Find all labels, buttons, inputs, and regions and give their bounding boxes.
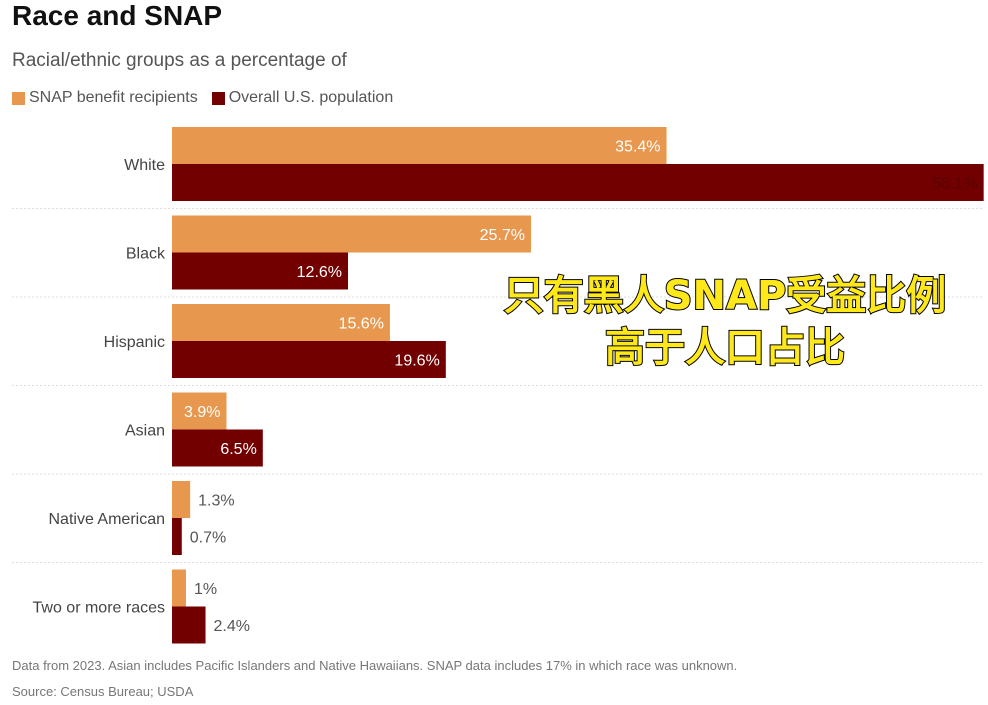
bar (172, 569, 186, 607)
legend-swatch-snap (12, 91, 25, 105)
category-label: Hispanic (104, 334, 165, 351)
category-label: Black (126, 246, 166, 263)
legend: SNAP benefit recipients Overall U.S. pop… (12, 89, 393, 107)
data-label: 35.4% (615, 139, 660, 156)
bar (172, 481, 191, 518)
bar (172, 164, 984, 201)
data-label: 1.3% (198, 493, 234, 510)
data-label: 0.7% (190, 530, 226, 547)
data-label: 12.6% (297, 264, 342, 281)
data-label: 19.6% (394, 353, 439, 370)
bar (172, 341, 446, 378)
data-label: 25.7% (480, 227, 525, 244)
bar (172, 215, 532, 253)
bar (172, 429, 263, 467)
source-note: Source: Census Bureau; USDA (12, 684, 194, 699)
annotation-line-1: 只有黑人SNAP受益比例 (503, 272, 948, 320)
footnote: Data from 2023. Asian includes Pacific I… (12, 658, 738, 673)
category-label: Native American (49, 511, 166, 528)
annotation-overlay: 只有黑人SNAP受益比例 高于人口占比 (470, 270, 980, 374)
legend-item-population: Overall U.S. population (211, 89, 394, 107)
bar (172, 127, 667, 164)
data-label: 1% (194, 581, 217, 598)
bar (172, 606, 206, 644)
data-label: 2.4% (214, 618, 250, 635)
data-label: 6.5% (220, 441, 256, 458)
data-label: 15.6% (339, 316, 384, 333)
data-label: 58.1% (932, 176, 977, 193)
category-label: White (124, 157, 165, 174)
bar (172, 252, 349, 290)
chart-subtitle: Racial/ethnic groups as a percentage of (12, 50, 347, 71)
annotation-line-2: 高于人口占比 (604, 324, 846, 372)
category-label: Asian (125, 423, 165, 440)
legend-label-population: Overall U.S. population (228, 89, 394, 106)
chart-title: Race and SNAP (12, 0, 223, 31)
legend-item-snap: SNAP benefit recipients (12, 89, 198, 107)
bar (172, 304, 390, 341)
bar (172, 518, 182, 555)
bar (172, 392, 227, 430)
legend-label-snap: SNAP benefit recipients (29, 89, 198, 106)
legend-swatch-population (211, 91, 225, 105)
category-label: Two or more races (33, 600, 165, 617)
data-label: 3.9% (184, 404, 220, 421)
